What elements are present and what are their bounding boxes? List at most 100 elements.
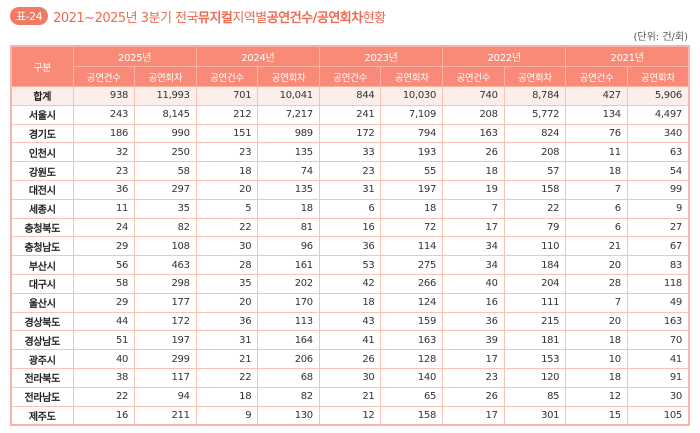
table-cell: 31 [318, 179, 382, 200]
table-cell: 202 [257, 273, 320, 294]
table-row: 경상남도 51 197 31 164 41 163 39 181 18 70 [10, 330, 690, 351]
table-cell: 17 [442, 349, 505, 369]
table-cell: 114 [380, 236, 444, 257]
table-cell: 16 [318, 217, 382, 238]
table-cell: 44 [72, 311, 136, 332]
table-cell: 22 [195, 367, 259, 388]
table-cell: 124 [380, 292, 444, 313]
table-cell: 21 [318, 386, 382, 407]
table-cell: 17 [442, 217, 505, 238]
table-cell: 163 [442, 123, 505, 144]
table-cell: 120 [503, 367, 567, 388]
table-cell: 49 [626, 292, 690, 313]
table-cell: 794 [380, 123, 444, 144]
table-cell: 990 [134, 123, 197, 144]
table-row: 제주도 16 211 9 130 12 158 17 301 15 105 [10, 405, 690, 426]
title-text-3: 현황 [362, 10, 386, 26]
table-cell: 36 [195, 311, 259, 332]
table-cell: 51 [72, 330, 136, 351]
table-cell: 6 [565, 198, 628, 219]
table-cell: 18 [195, 161, 259, 181]
table-cell: 158 [380, 405, 444, 426]
table-cell: 111 [503, 292, 567, 313]
table-cell: 21 [195, 349, 259, 369]
table-cell: 193 [380, 142, 444, 163]
table-cell: 5,772 [503, 104, 567, 125]
table-cell: 16 [442, 292, 505, 313]
table-cell: 29 [72, 292, 136, 313]
table-cell: 299 [134, 349, 197, 369]
table-cell: 844 [318, 86, 382, 106]
table-cell: 153 [503, 349, 567, 369]
table-cell: 26 [442, 386, 505, 407]
performance-count-header: 공연회차 [503, 66, 567, 87]
year-header: 2025년 [72, 45, 197, 67]
performance-count-header: 공연회차 [380, 66, 444, 87]
table-cell: 36 [318, 236, 382, 257]
table-cell: 9 [195, 405, 259, 426]
table-cell: 42 [318, 273, 382, 294]
table-cell: 118 [626, 273, 690, 294]
table-row: 전라북도 38 117 22 68 30 140 23 120 18 91 [10, 367, 690, 388]
table-cell: 824 [503, 123, 567, 144]
table-cell: 298 [134, 273, 197, 294]
table-cell: 211 [134, 405, 197, 426]
table-cell: 19 [442, 179, 505, 200]
performance-count-header: 공연회차 [257, 66, 320, 87]
table-cell: 117 [134, 367, 197, 388]
table-cell: 243 [72, 104, 136, 125]
table-cell: 43 [318, 311, 382, 332]
table-cell: 18 [442, 161, 505, 181]
table-cell: 184 [503, 255, 567, 275]
table-cell: 35 [134, 198, 197, 219]
performance-count-header: 공연회차 [134, 66, 197, 87]
table-cell: 6 [318, 198, 382, 219]
title-bold-1: 뮤지컬 [198, 10, 233, 26]
unit-label: (단위: 건/회) [633, 32, 688, 43]
table-row: 울산시 29 177 20 170 18 124 16 111 7 49 [10, 292, 690, 313]
table-cell: 163 [380, 330, 444, 351]
table-cell: 39 [442, 330, 505, 351]
region-label: 경상북도 [10, 311, 74, 332]
region-label: 대전시 [10, 179, 74, 200]
table-cell: 31 [195, 330, 259, 351]
table-cell: 301 [503, 405, 567, 426]
table-cell: 96 [257, 236, 320, 257]
table-cell: 58 [134, 161, 197, 181]
table-row: 경기도 186 990 151 989 172 794 163 824 76 340 [10, 123, 690, 144]
performance-case-header: 공연건수 [442, 66, 505, 87]
table-number-badge: 표-24 [10, 7, 49, 25]
table-cell: 12 [565, 386, 628, 407]
table-cell: 340 [626, 123, 690, 144]
table-cell: 20 [565, 311, 628, 332]
table-cell: 70 [626, 330, 690, 351]
table-row: 충청남도 29 108 30 96 36 114 34 110 21 67 [10, 236, 690, 257]
table-title: 표-24 2021~2025년 3분기 전국 뮤지컬 지역별 공연건수/공연회차… [10, 6, 386, 26]
table-cell: 158 [503, 179, 567, 200]
table-cell: 113 [257, 311, 320, 332]
table-cell: 170 [257, 292, 320, 313]
table-cell: 7,217 [257, 104, 320, 125]
table-cell: 40 [442, 273, 505, 294]
year-header: 2023년 [318, 45, 444, 67]
table-cell: 427 [565, 86, 628, 106]
table-row: 세종시 11 35 5 18 6 18 7 22 6 9 [10, 198, 690, 219]
table-row: 경상북도 44 172 36 113 43 159 36 215 20 163 [10, 311, 690, 332]
table-cell: 68 [257, 367, 320, 388]
table-cell: 99 [626, 179, 690, 200]
title-text-1: 2021~2025년 3분기 전국 [53, 10, 198, 26]
region-label: 서울시 [10, 104, 74, 125]
table-cell: 204 [503, 273, 567, 294]
table-cell: 172 [318, 123, 382, 144]
table-cell: 11,993 [134, 86, 197, 106]
table-cell: 22 [503, 198, 567, 219]
table-cell: 28 [565, 273, 628, 294]
table-cell: 83 [626, 255, 690, 275]
table-cell: 67 [626, 236, 690, 257]
table-cell: 85 [503, 386, 567, 407]
table-cell: 23 [318, 161, 382, 181]
table-cell: 36 [442, 311, 505, 332]
table-cell: 81 [257, 217, 320, 238]
region-label: 전라북도 [10, 367, 74, 388]
data-table: 구분 2025년 2024년 2023년 2022년 2021년 공연건수 공연회차 공연건수 공… [10, 45, 690, 427]
